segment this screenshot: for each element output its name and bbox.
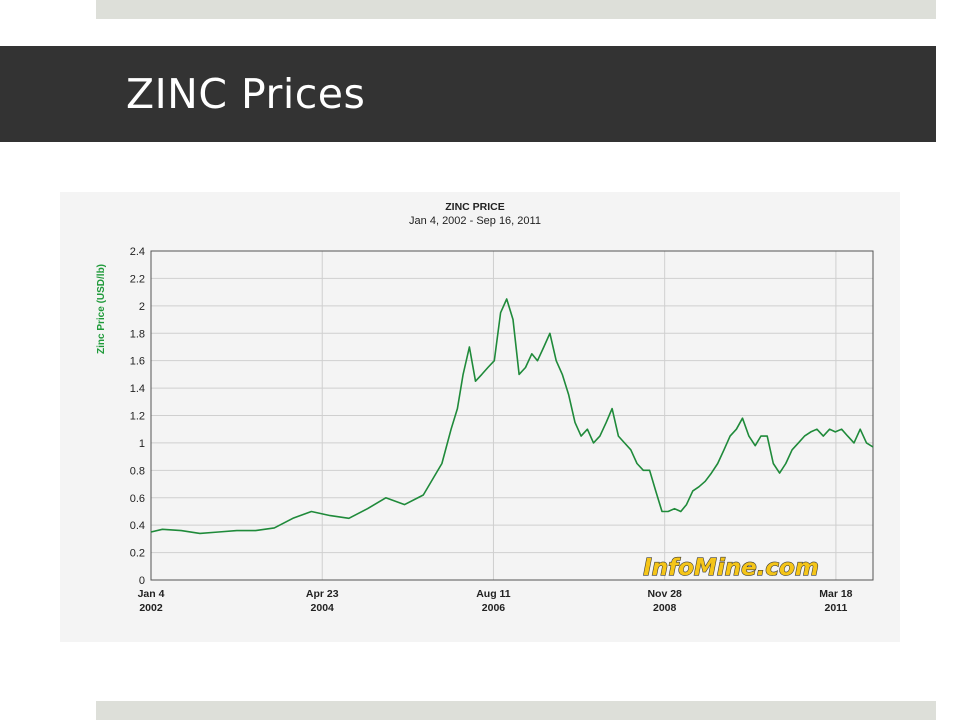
y-tick-labels: 0 0.2 0.4 0.6 0.8 1 1.2 1.4 1.6 1.8 2 2.2 2.4	[130, 246, 145, 587]
y-tick-label: 0.8	[130, 465, 145, 477]
y-tick-label: 0	[139, 575, 145, 587]
x-tick-year: 2002	[139, 602, 163, 614]
zinc-price-line	[150, 298, 874, 535]
chart-panel	[60, 192, 900, 642]
x-tick-label: Apr 23	[306, 588, 339, 600]
bottom-decorative-band	[96, 701, 936, 720]
y-tick-label: 1.2	[130, 411, 145, 423]
slide-title-bar	[0, 46, 936, 142]
y-tick-label: 1	[139, 438, 145, 450]
x-tick-label: Mar 18	[819, 588, 852, 600]
y-tick-label: 1.8	[130, 328, 145, 340]
y-tick-label: 1.4	[130, 383, 145, 395]
slide-title: ZINC Prices	[126, 70, 366, 118]
plot-frame	[150, 250, 874, 581]
x-tick-labels: Jan 4 2002 Apr 23 2004 Aug 11 2006 Nov 28 2008 M…	[138, 588, 853, 614]
top-decorative-band	[96, 0, 936, 19]
y-tick-label: 2	[139, 301, 145, 313]
y-axis-label: Zinc Price (USD/lb)	[96, 264, 107, 354]
y-tick-label: 1.6	[130, 356, 145, 368]
x-tick-year: 2006	[482, 602, 506, 614]
chart-subtitle: Jan 4, 2002 - Sep 16, 2011	[409, 215, 541, 227]
x-tick-label: Jan 4	[138, 588, 165, 600]
y-tick-label: 0.6	[130, 493, 145, 505]
x-tick-year: 2004	[311, 602, 335, 614]
chart-title: ZINC PRICE	[445, 201, 505, 213]
y-tick-label: 0.2	[130, 548, 145, 560]
x-tick-year: 2008	[653, 602, 677, 614]
x-tick-year: 2011	[825, 602, 848, 614]
x-tick-label: Nov 28	[647, 588, 682, 600]
infomine-watermark: InfoMine.com	[643, 555, 819, 581]
y-tick-label: 2.2	[130, 273, 145, 285]
y-tick-label: 0.4	[130, 520, 145, 532]
x-tick-label: Aug 11	[476, 588, 511, 600]
y-tick-label: 2.4	[130, 246, 145, 258]
